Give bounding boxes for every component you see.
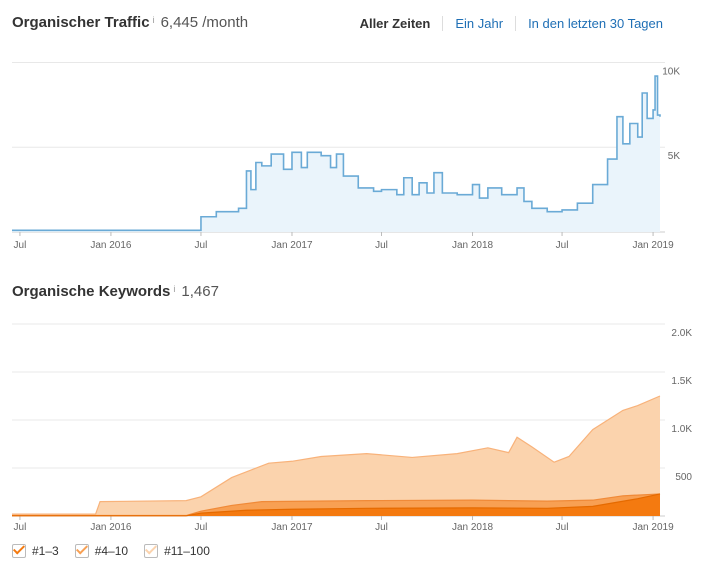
x-tick-label: Jan 2016 <box>90 522 132 533</box>
x-tick-label: Jul <box>14 240 27 251</box>
traffic-area <box>12 76 660 233</box>
keywords-value: 1,467 <box>181 283 219 300</box>
y-tick-label: 5K <box>668 151 681 162</box>
x-tick-label: Jan 2018 <box>452 240 494 251</box>
keywords-heading: Organische Keywords i 1,467 <box>12 283 219 300</box>
x-tick-label: Jan 2018 <box>452 522 494 533</box>
checkbox-icon[interactable] <box>144 544 159 558</box>
legend-label: #4–10 <box>94 544 129 558</box>
legend-item-top3[interactable]: #1–3 <box>12 544 59 558</box>
x-tick-label: Jul <box>195 240 208 251</box>
x-tick-label: Jan 2016 <box>90 240 132 251</box>
traffic-line <box>12 75 661 232</box>
x-tick-label: Jan 2017 <box>271 522 313 533</box>
time-range-selector: Aller Zeiten Ein Jahr In den letzten 30 … <box>348 16 675 31</box>
keywords-chart: 500 1.0K 1.5K 2.0K Jul Jan 2016 Jul Jan 2017 Jul… <box>12 323 692 533</box>
keywords-area-1-3-line <box>12 493 661 517</box>
range-last-30-days[interactable]: In den letzten 30 Tagen <box>515 16 675 31</box>
traffic-info-icon[interactable]: i <box>152 15 155 25</box>
keywords-title: Organische Keywords <box>12 283 171 300</box>
x-tick-label: Jan 2019 <box>632 240 674 251</box>
traffic-chart: 5K 10K Jul Jan 2016 Jul Jan 2017 Jul Jan 2018 Ju… <box>12 61 681 251</box>
checkbox-icon[interactable] <box>74 544 89 558</box>
keywords-legend: #1–3 #4–10 #11–100 <box>12 544 226 558</box>
keywords-area-4-10-line <box>12 493 661 517</box>
x-tick-label: Jul <box>556 522 569 533</box>
traffic-heading: Organischer Traffic i 6,445 /month <box>12 14 248 31</box>
x-tick-label: Jul <box>375 240 388 251</box>
y-tick-label: 500 <box>675 472 692 483</box>
x-tick-label: Jan 2017 <box>271 240 313 251</box>
checkbox-icon[interactable] <box>12 544 26 558</box>
keywords-area-11-100-line <box>12 395 661 515</box>
y-tick-label: 10K <box>662 66 680 77</box>
y-tick-label: 2.0K <box>671 328 692 339</box>
x-tick-label: Jul <box>375 522 388 533</box>
legend-label: #1–3 <box>32 544 59 558</box>
y-tick-label: 1.5K <box>671 376 692 387</box>
x-tick-label: Jul <box>195 522 208 533</box>
keywords-area-1-3 <box>12 493 660 516</box>
traffic-title: Organischer Traffic <box>12 14 150 31</box>
legend-label: #11–100 <box>164 544 210 558</box>
x-tick-label: Jan 2019 <box>632 522 674 533</box>
range-one-year[interactable]: Ein Jahr <box>442 16 515 31</box>
keywords-info-icon[interactable]: i <box>173 284 176 294</box>
traffic-value: 6,445 /month <box>160 14 249 31</box>
y-tick-label: 1.0K <box>671 424 692 435</box>
legend-item-top10[interactable]: #4–10 <box>74 544 129 558</box>
legend-item-top100[interactable]: #11–100 <box>144 544 210 558</box>
x-tick-label: Jul <box>14 522 27 533</box>
range-all-time[interactable]: Aller Zeiten <box>359 16 431 31</box>
x-tick-label: Jul <box>556 240 569 251</box>
